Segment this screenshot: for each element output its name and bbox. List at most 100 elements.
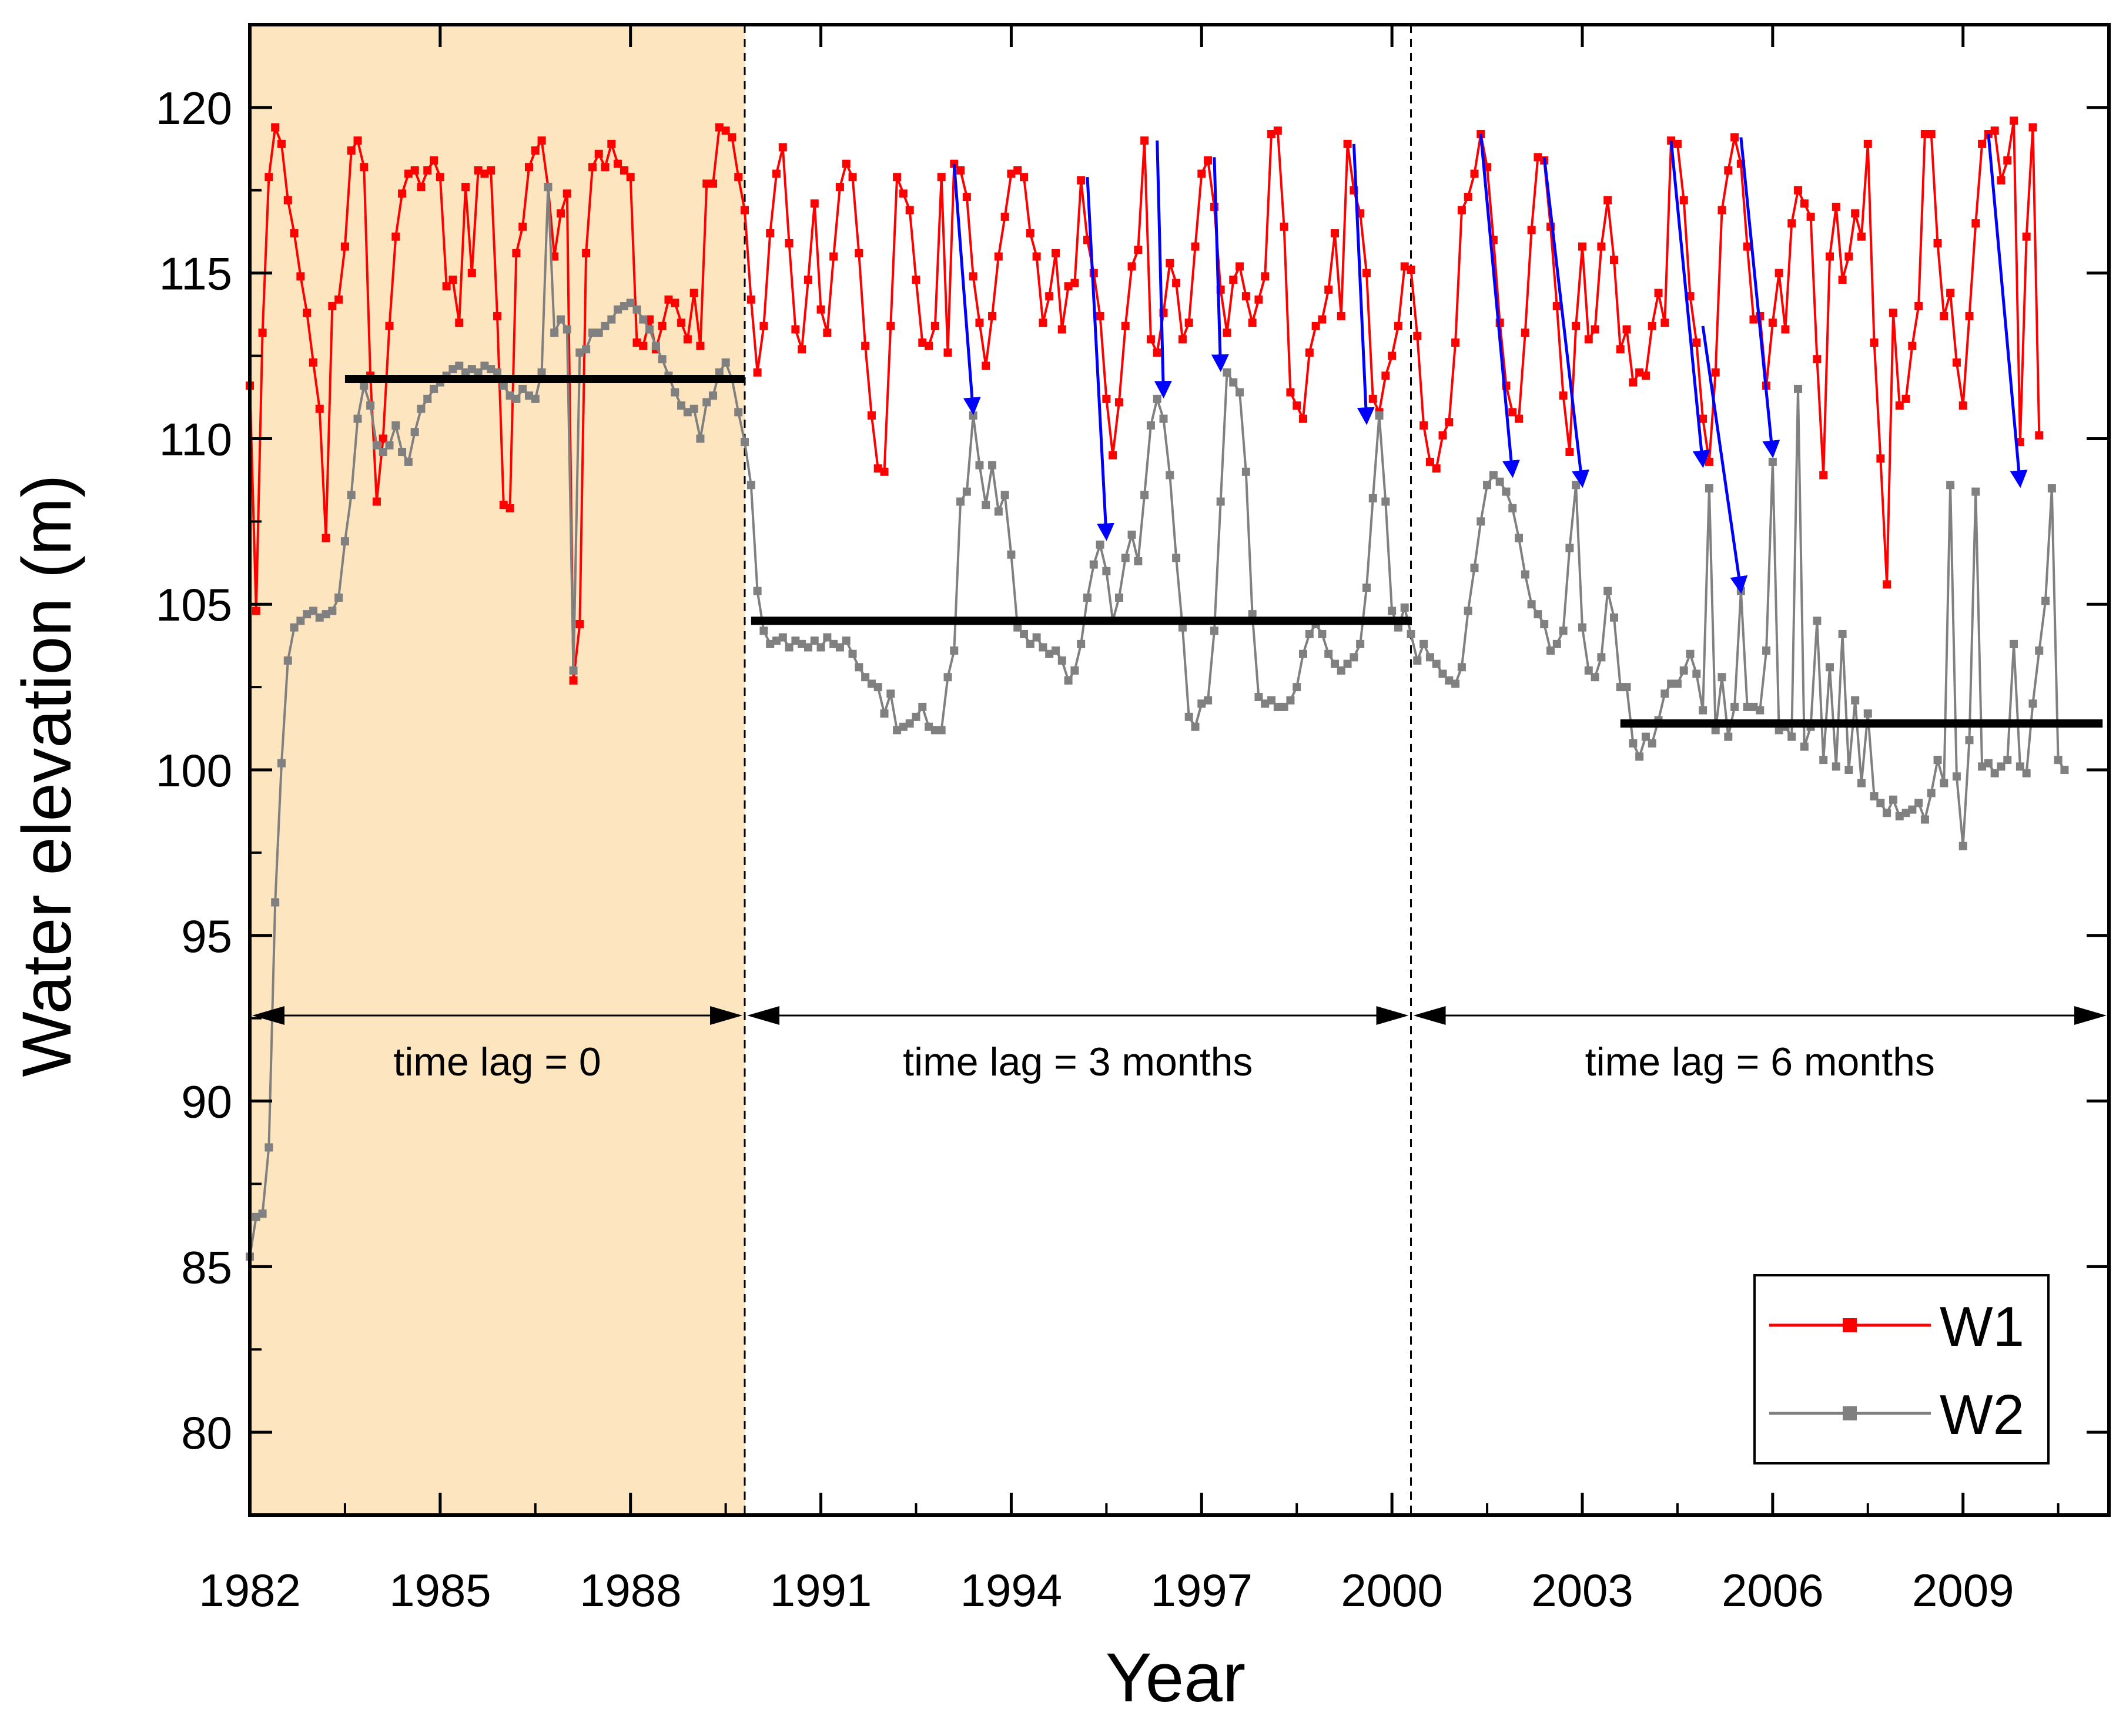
point-w2-194 (1477, 517, 1485, 526)
point-w2-115 (975, 461, 984, 470)
point-w2-129 (1064, 676, 1073, 685)
point-w2-148 (1184, 712, 1193, 721)
point-w1-160 (1261, 272, 1270, 281)
point-w2-248 (1819, 756, 1828, 765)
y-tick-label-85: 85 (181, 1241, 232, 1293)
lag-arrow-5 (1479, 133, 1520, 478)
point-w2-281 (2028, 699, 2037, 708)
point-w1-272 (1971, 219, 1980, 228)
point-w1-56 (601, 163, 610, 172)
point-w1-104 (905, 206, 914, 215)
point-w1-97 (861, 341, 870, 350)
point-w1-154 (1223, 329, 1231, 337)
point-w1-280 (2022, 232, 2031, 241)
point-w2-131 (1077, 639, 1086, 648)
point-w1-80 (753, 368, 762, 377)
point-w2-38 (487, 365, 495, 374)
point-w1-193 (1470, 169, 1479, 178)
point-w1-122 (1020, 173, 1029, 182)
point-w2-207 (1559, 626, 1568, 635)
point-w1-121 (1013, 166, 1022, 175)
point-w2-70 (689, 404, 698, 413)
point-w1-8 (296, 272, 305, 281)
lag-arrow-6 (1542, 157, 1590, 488)
point-w1-16 (347, 146, 356, 155)
point-w1-157 (1241, 292, 1250, 301)
point-w2-128 (1057, 656, 1066, 665)
point-w2-25 (404, 457, 413, 466)
point-w1-118 (994, 252, 1003, 261)
point-w1-26 (410, 166, 419, 175)
point-w2-221 (1648, 739, 1656, 748)
point-w1-180 (1388, 351, 1397, 360)
point-w2-165 (1293, 683, 1301, 692)
point-w1-32 (448, 275, 457, 284)
period-annotation-layer: time lag = 0 time lag = 3 months time lag … (252, 1006, 2107, 1084)
point-w2-220 (1641, 732, 1650, 741)
point-w2-65 (658, 355, 667, 364)
point-w2-191 (1457, 663, 1466, 672)
point-w2-256 (1870, 792, 1879, 801)
point-w2-196 (1489, 471, 1498, 480)
point-w1-185 (1419, 421, 1428, 430)
point-w1-242 (1781, 325, 1790, 334)
x-tick-label-1982: 1982 (199, 1564, 301, 1616)
point-w2-85 (785, 643, 794, 652)
legend-box (1753, 1274, 2050, 1464)
point-w1-106 (918, 339, 927, 347)
point-w2-241 (1775, 726, 1783, 735)
point-w1-281 (2028, 123, 2037, 132)
point-w2-147 (1178, 623, 1187, 632)
point-w2-162 (1273, 702, 1282, 711)
point-w1-120 (1007, 169, 1016, 178)
point-w1-162 (1273, 126, 1282, 135)
point-w1-168 (1311, 321, 1320, 330)
series-w1 (246, 116, 2044, 685)
point-w2-236 (1743, 702, 1752, 711)
point-w1-51 (569, 676, 578, 685)
point-w2-282 (2035, 646, 2044, 655)
point-w2-88 (803, 643, 812, 652)
point-w2-269 (1952, 772, 1961, 781)
point-w2-264 (1920, 815, 1929, 824)
point-w2-90 (816, 643, 825, 652)
point-w1-189 (1445, 418, 1454, 427)
point-w2-11 (315, 613, 324, 622)
point-w2-24 (398, 447, 407, 456)
point-w2-35 (467, 365, 476, 374)
point-w2-99 (873, 683, 882, 692)
point-w2-284 (2047, 484, 2056, 492)
point-w2-94 (842, 636, 851, 645)
point-w2-251 (1838, 629, 1847, 638)
legend-marker-w1 (1843, 1318, 1857, 1332)
point-w2-137 (1114, 593, 1123, 602)
point-w1-181 (1394, 321, 1402, 330)
point-w1-275 (1990, 126, 1999, 135)
point-w2-192 (1464, 606, 1472, 615)
point-w2-163 (1280, 702, 1288, 711)
point-w1-92 (829, 252, 838, 261)
point-w1-208 (1565, 447, 1574, 456)
point-w2-118 (994, 507, 1003, 516)
point-w2-143 (1153, 394, 1161, 403)
lag-arrow-0 (952, 163, 981, 415)
point-w1-41 (505, 504, 514, 512)
point-w1-150 (1197, 169, 1206, 178)
point-w2-266 (1933, 756, 1942, 765)
point-w2-149 (1191, 722, 1200, 731)
point-w1-170 (1324, 285, 1333, 294)
lag-arrow-9 (1739, 137, 1780, 458)
point-w1-245 (1800, 199, 1809, 208)
lag-arrow-layer (952, 133, 2028, 594)
point-w2-27 (417, 404, 426, 413)
divider-layer (744, 25, 1412, 1515)
point-w1-43 (518, 222, 527, 231)
point-w1-119 (1000, 212, 1009, 221)
point-w2-218 (1629, 739, 1638, 748)
period-arrowhead-left-1 (747, 1006, 780, 1025)
point-w1-257 (1876, 454, 1885, 463)
point-w2-79 (746, 481, 755, 490)
point-w1-30 (436, 173, 444, 182)
point-w1-278 (2010, 116, 2018, 125)
point-w2-9 (303, 610, 312, 619)
